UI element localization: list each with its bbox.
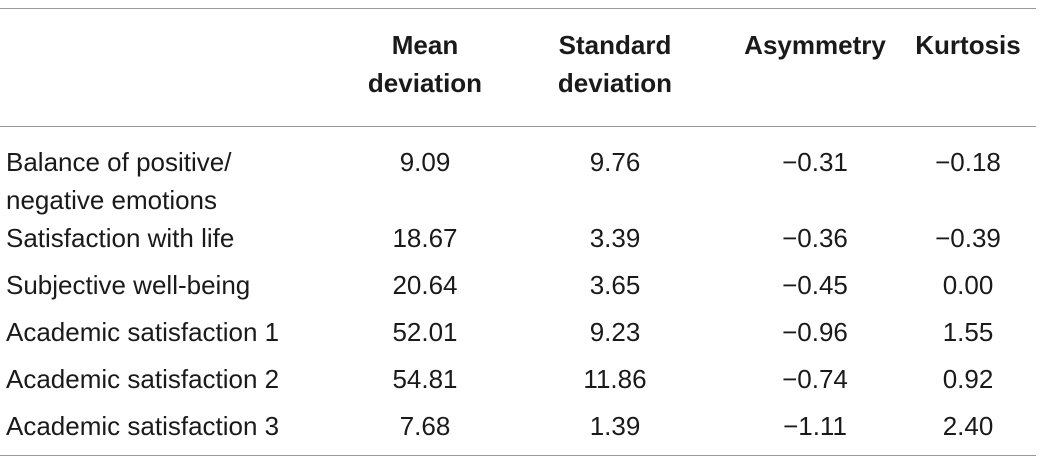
cell-mean-deviation: 7.68	[399, 411, 451, 441]
table-row: Academic satisfaction 3 7.68 1.39 −1.11 …	[0, 407, 1036, 456]
cell-kurtosis: 0.92	[942, 364, 994, 394]
header-cell-standard-deviation: Standard deviation	[500, 9, 730, 127]
header-cell-mean-deviation: Mean deviation	[350, 9, 500, 127]
cell-kurtosis: 2.40	[942, 411, 994, 441]
cell-mean-deviation: 20.64	[392, 270, 458, 300]
row-label: Academic satisfaction 2	[6, 364, 280, 394]
cell-asymmetry: −0.96	[782, 317, 848, 347]
table-row: Subjective well-being 20.64 3.65 −0.45 0…	[0, 266, 1036, 313]
table-header-row: Mean deviation Standard deviation Asymme…	[0, 8, 1036, 127]
cell-asymmetry: −0.36	[782, 223, 848, 253]
header-text: Standard	[558, 30, 672, 60]
table-row: Satisfaction with life 18.67 3.39 −0.36 …	[0, 219, 1036, 266]
header-text: Kurtosis	[915, 30, 1021, 60]
row-label: Balance of positive/ negative emotions	[0, 127, 350, 220]
cell-kurtosis: −0.18	[935, 147, 1001, 177]
row-label: Subjective well-being	[6, 270, 251, 300]
row-label: Academic satisfaction 3	[6, 411, 280, 441]
cell-kurtosis: −0.39	[935, 223, 1001, 253]
table-row: Academic satisfaction 2 54.81 11.86 −0.7…	[0, 360, 1036, 407]
cell-standard-deviation: 1.39	[589, 411, 641, 441]
table-row: Balance of positive/ negative emotions 9…	[0, 127, 1036, 220]
cell-mean-deviation: 9.09	[399, 147, 451, 177]
row-label-text: negative emotions	[6, 185, 218, 215]
header-cell-variable	[0, 9, 350, 127]
cell-asymmetry: −0.31	[782, 147, 848, 177]
header-text: deviation	[557, 68, 673, 98]
cell-asymmetry: −0.74	[782, 364, 848, 394]
header-text: Mean	[391, 30, 459, 60]
header-cell-asymmetry: Asymmetry	[730, 9, 900, 127]
header-text: Asymmetry	[744, 30, 886, 60]
cell-standard-deviation: 3.39	[589, 223, 641, 253]
cell-standard-deviation: 9.76	[589, 147, 641, 177]
cell-asymmetry: −1.11	[783, 411, 847, 441]
header-text: deviation	[367, 68, 483, 98]
row-label: Academic satisfaction 1	[6, 317, 280, 347]
cell-mean-deviation: 18.67	[392, 223, 458, 253]
cell-kurtosis: 1.55	[942, 317, 994, 347]
cell-mean-deviation: 52.01	[392, 317, 458, 347]
header-cell-kurtosis: Kurtosis	[900, 9, 1036, 127]
table-row: Academic satisfaction 1 52.01 9.23 −0.96…	[0, 313, 1036, 360]
cell-asymmetry: −0.45	[782, 270, 848, 300]
cell-standard-deviation: 3.65	[589, 270, 641, 300]
cell-kurtosis: 0.00	[942, 270, 994, 300]
row-label: Satisfaction with life	[6, 223, 235, 253]
row-label-text: Balance of positive/	[6, 147, 232, 177]
descriptive-statistics-table: Mean deviation Standard deviation Asymme…	[0, 8, 1036, 456]
cell-mean-deviation: 54.81	[392, 364, 458, 394]
cell-standard-deviation: 11.86	[583, 364, 647, 394]
cell-standard-deviation: 9.23	[589, 317, 641, 347]
